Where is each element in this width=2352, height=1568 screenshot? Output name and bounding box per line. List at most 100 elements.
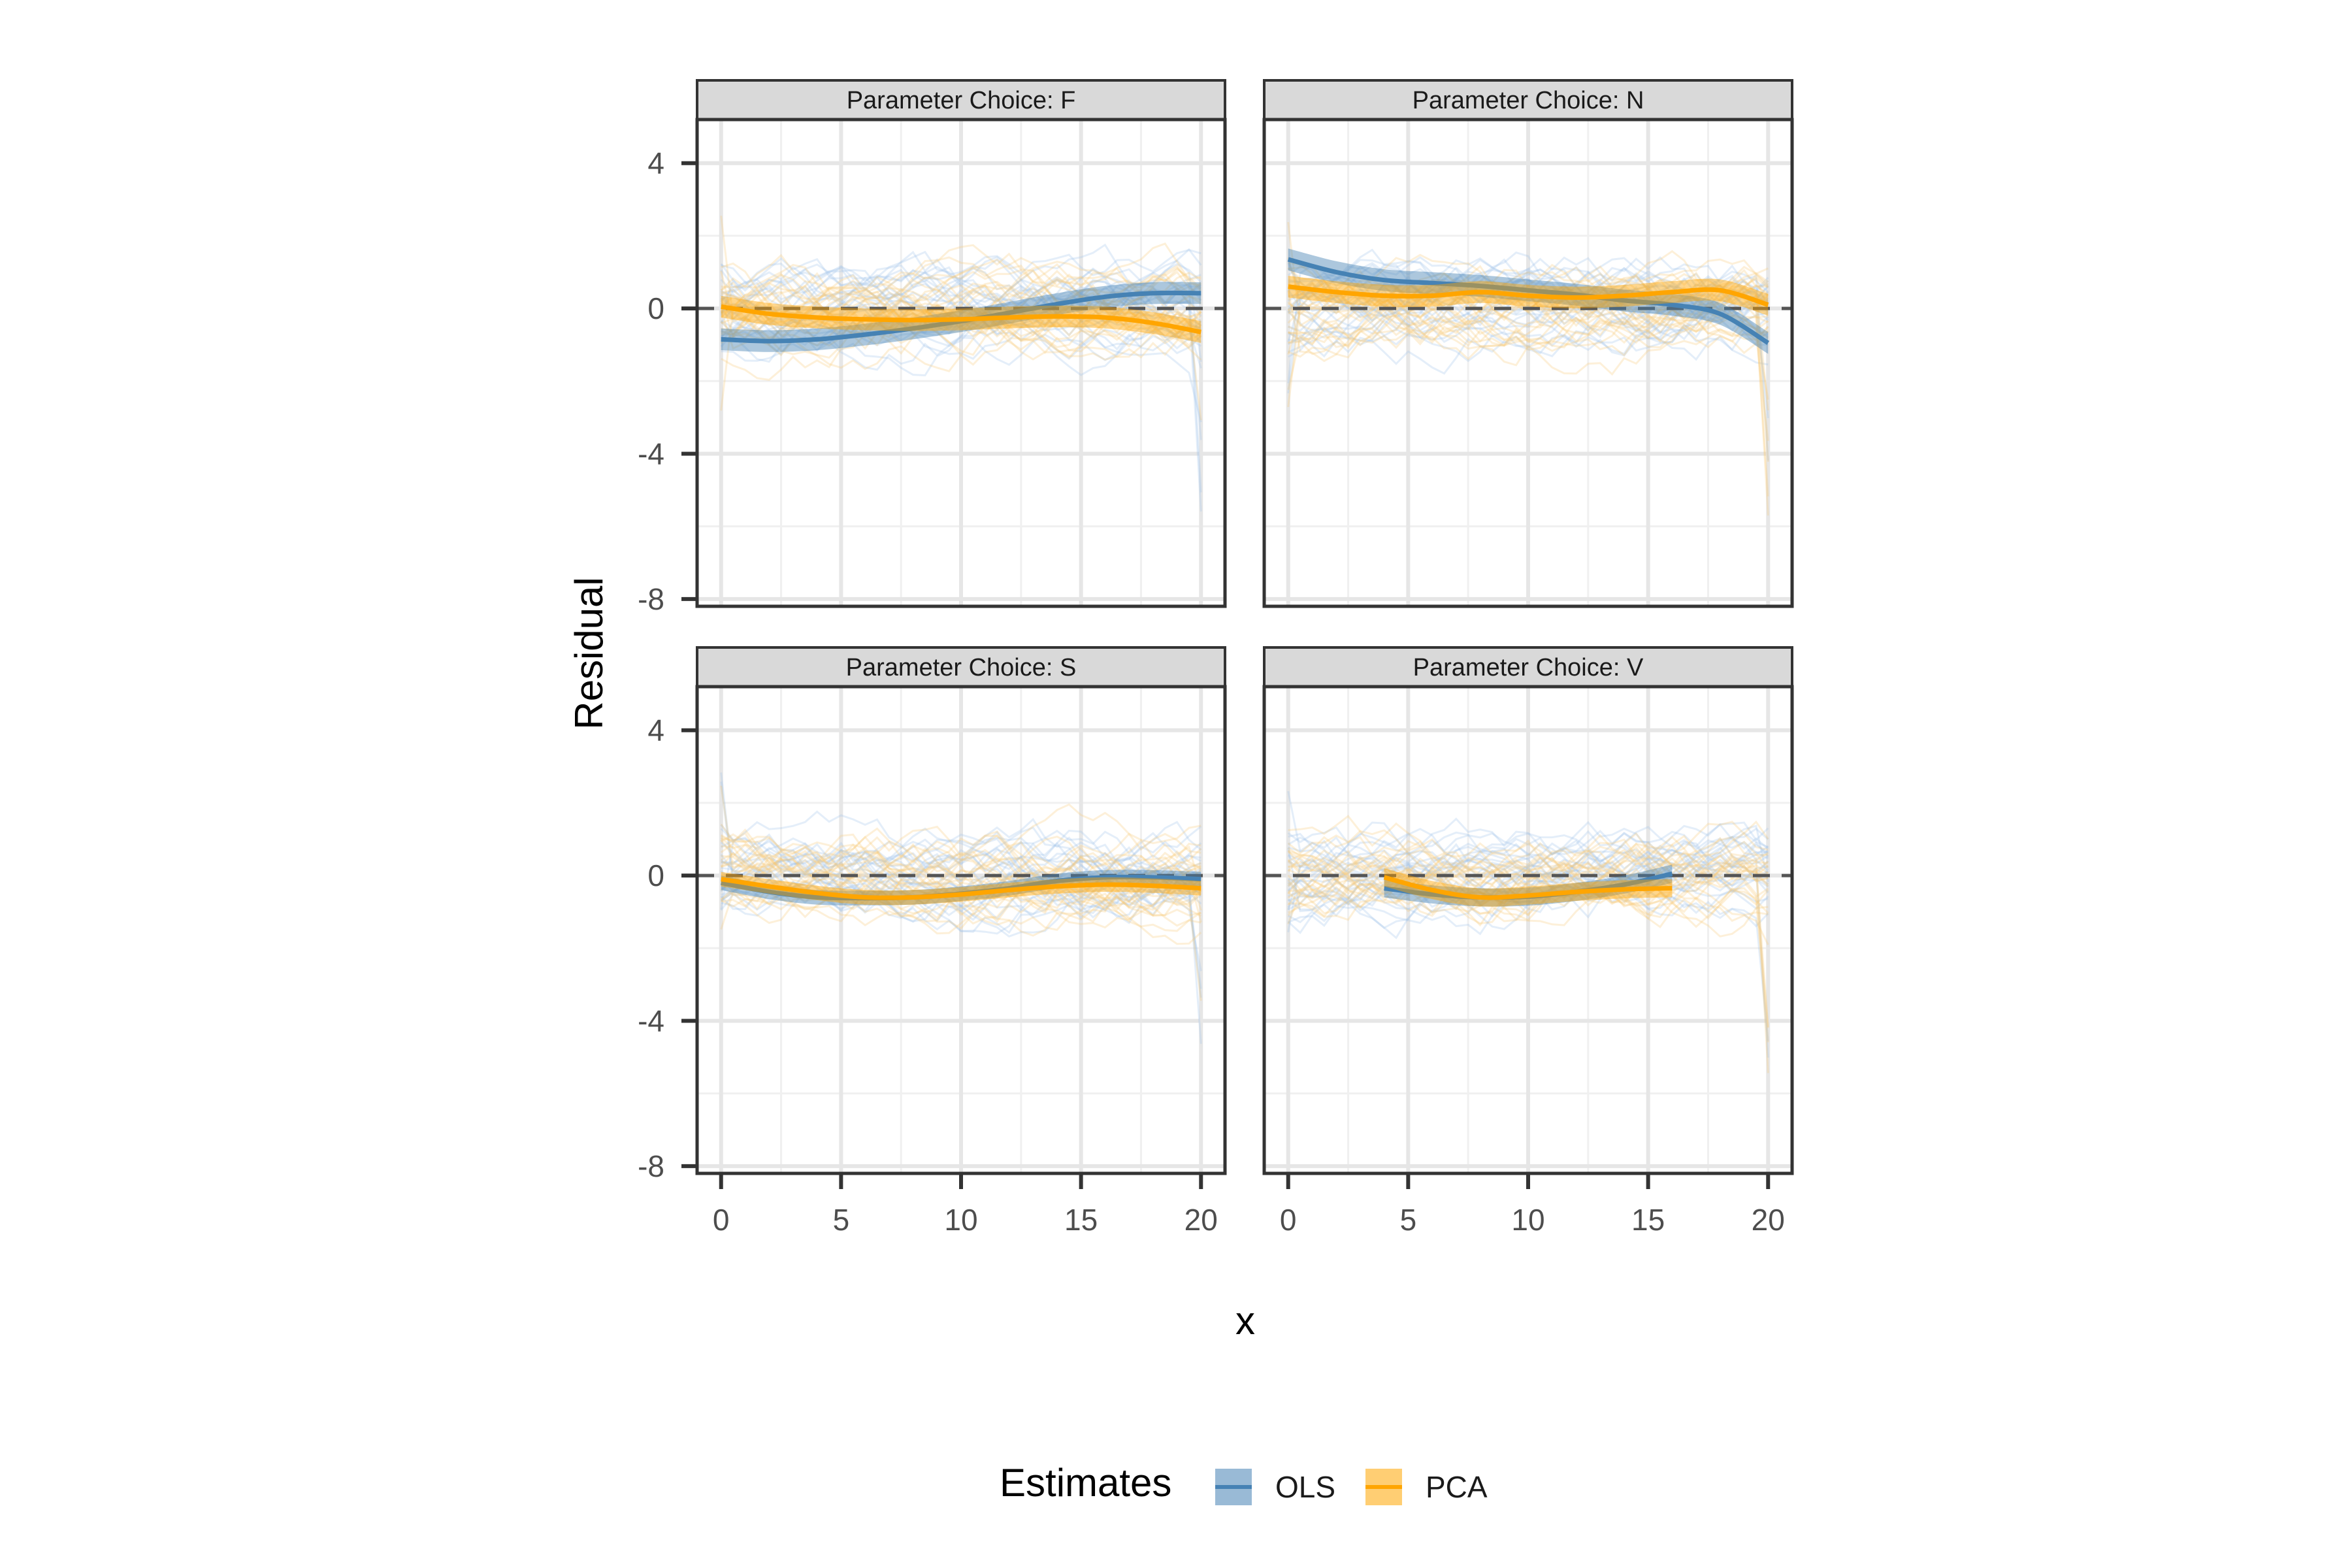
y-tick-label: -8 <box>638 582 664 616</box>
trace-pca <box>721 298 1201 344</box>
strip-label: Parameter Choice: F <box>847 87 1076 114</box>
trace-pca <box>1288 263 1769 320</box>
trace-ols <box>720 828 1202 935</box>
trace-ols <box>1287 282 1769 363</box>
trace-ols <box>1288 270 1769 331</box>
trace-pca <box>721 264 1201 325</box>
trace-ols <box>720 276 1202 376</box>
trace-ols <box>1288 849 1769 893</box>
trace-ols <box>720 263 1202 314</box>
y-tick-label: 0 <box>647 291 664 325</box>
trace-ols <box>1287 858 1769 933</box>
confidence-band-pca <box>1384 868 1673 907</box>
trace-pca <box>1288 821 1769 891</box>
trace-ols <box>721 268 1201 320</box>
trace-pca <box>1287 862 1769 924</box>
trace-pca <box>1288 840 1769 896</box>
trace-pca <box>1287 834 1769 887</box>
trace-pca <box>1287 258 1769 313</box>
trace-pca <box>1288 265 1769 376</box>
trace-ols <box>720 860 1202 934</box>
trace-ols <box>720 258 1202 362</box>
series-line-pca <box>1288 284 1769 307</box>
trace-ols <box>720 303 1202 423</box>
trace-ols <box>1287 843 1769 887</box>
legend-key-pca <box>1365 1469 1402 1505</box>
x-tick-label: 20 <box>1752 1203 1785 1237</box>
trace-pca <box>720 839 1202 904</box>
x-tick-label: 15 <box>1631 1203 1665 1237</box>
trace-pca <box>1287 278 1769 463</box>
trace-ols <box>720 862 1202 1044</box>
trace-ols <box>720 837 1202 989</box>
panel-border <box>695 118 1227 608</box>
residual-traces <box>1287 791 1769 1073</box>
trace-pca <box>1287 840 1769 1043</box>
x-tick-label: 5 <box>1400 1203 1417 1237</box>
x-tick-label: 20 <box>1184 1203 1218 1237</box>
trace-ols <box>721 827 1202 896</box>
trace-ols <box>1287 825 1769 924</box>
trace-ols <box>720 824 1202 896</box>
plot-area <box>697 120 1225 606</box>
trace-ols <box>1288 853 1769 902</box>
trace-ols <box>1288 836 1769 1058</box>
trace-pca <box>1288 286 1769 355</box>
trace-pca <box>1287 843 1769 913</box>
x-tick-label: 10 <box>1511 1203 1544 1237</box>
trace-ols <box>1287 836 1769 885</box>
trace-pca <box>720 257 1202 318</box>
trace-pca <box>1287 856 1769 916</box>
trace-ols <box>1288 826 1769 876</box>
series-line-pca <box>1383 875 1673 900</box>
trace-ols <box>1288 821 1769 906</box>
trace-ols <box>720 280 1202 512</box>
trace-ols <box>1287 842 1769 898</box>
trace-pca <box>721 288 1201 341</box>
trace-pca <box>1288 820 1769 897</box>
trace-pca <box>1288 284 1769 359</box>
trace-pca <box>721 263 1201 311</box>
trace-pca <box>1288 836 1769 905</box>
trace-pca <box>1287 829 1769 886</box>
trace-ols <box>1288 854 1769 906</box>
trace-pca <box>720 837 1202 930</box>
trace-ols <box>1288 267 1769 461</box>
y-tick-label: -8 <box>638 1149 664 1183</box>
trace-pca <box>1288 261 1769 497</box>
panel-4: Parameter Choice: V 0 5 10 15 20 <box>1262 646 1794 1237</box>
trace-ols <box>1288 832 1769 930</box>
trace-pca <box>1288 857 1769 916</box>
trace-pca <box>1288 872 1769 945</box>
trace-ols <box>721 257 1201 318</box>
trace-pca <box>721 825 1201 908</box>
trace-pca <box>720 244 1201 411</box>
trace-pca <box>1287 866 1769 928</box>
plot-area <box>1264 687 1792 1173</box>
x-axis-title: x <box>1235 1299 1255 1343</box>
trace-ols <box>1288 264 1769 338</box>
trace-ols <box>1287 826 1769 885</box>
trace-ols <box>1287 282 1769 338</box>
x-tick-label: 0 <box>713 1203 730 1237</box>
trace-ols <box>1287 264 1769 384</box>
trace-ols <box>1288 257 1769 323</box>
trace-pca <box>720 253 1202 327</box>
trace-ols <box>721 838 1201 884</box>
trace-pca <box>1287 832 1769 1073</box>
trace-ols <box>1287 817 1769 911</box>
y-tick-label: 0 <box>647 858 664 892</box>
panel-2: Parameter Choice: N <box>1262 79 1794 608</box>
y-tick-label: -4 <box>638 436 664 470</box>
trace-pca <box>1287 855 1769 928</box>
trace-pca <box>720 823 1201 881</box>
trace-pca <box>1288 300 1769 347</box>
trace-pca <box>721 860 1201 931</box>
trace-ols <box>721 840 1202 908</box>
trace-pca <box>1287 840 1769 909</box>
trace-pca <box>720 216 1202 361</box>
panel-border <box>1262 118 1794 608</box>
trace-pca <box>1287 265 1769 327</box>
trace-ols <box>720 825 1202 882</box>
